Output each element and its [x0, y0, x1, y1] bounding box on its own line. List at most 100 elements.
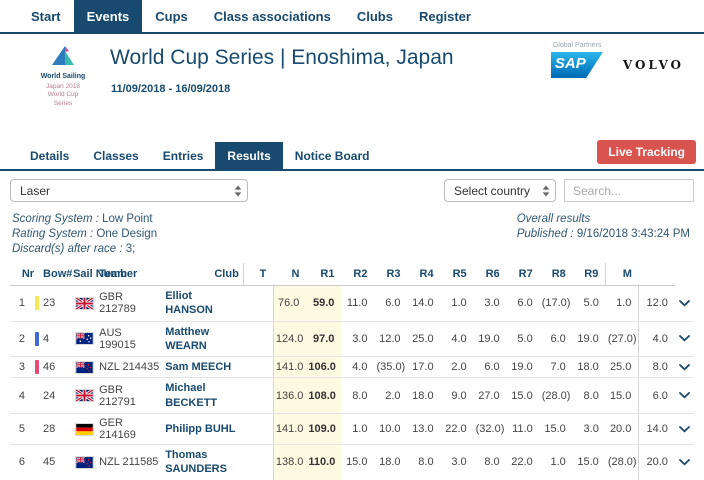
col-header-r9: R9: [572, 263, 606, 286]
world-sailing-logo: World Sailing Japan 2018 World Cup Series: [28, 44, 98, 108]
partners-label: Global Partners: [552, 42, 602, 49]
medal-cell: 20.0: [638, 444, 675, 480]
tab-details[interactable]: Details: [30, 149, 70, 163]
sail-logo-icon: [52, 46, 74, 65]
bow-cell: 45: [41, 444, 72, 480]
live-tracking-button[interactable]: Live Tracking: [597, 140, 696, 164]
expand-row-button[interactable]: [674, 285, 694, 322]
tab-results[interactable]: Results: [215, 142, 283, 169]
race-cell-r6: 19.0: [506, 356, 540, 379]
class-select[interactable]: Laser: [10, 179, 248, 202]
sail-number-cell: GBR 212789: [97, 285, 164, 322]
race-cell-r2: 12.0: [374, 321, 408, 358]
race-cell-r7: 6.0: [539, 321, 573, 358]
race-cell-r4: 4.0: [440, 321, 474, 358]
expand-row-button[interactable]: [674, 444, 694, 480]
sail-number-cell: GBR 212791: [97, 377, 164, 415]
expand-row-button[interactable]: [674, 413, 694, 446]
bib-cell: [32, 285, 42, 322]
medal-cell: 8.0: [638, 356, 675, 379]
race-cell-r6: 5.0: [506, 321, 540, 358]
info-line-discard-s-after-race: Discard(s) after race : 3;: [12, 243, 136, 255]
nav-item-clubs[interactable]: Clubs: [356, 9, 393, 24]
nav-item-class-associations[interactable]: Class associations: [213, 9, 331, 24]
nav-item-start[interactable]: Start: [31, 9, 61, 24]
race-cell-r6: 22.0: [506, 444, 540, 480]
flag-cell: [71, 413, 98, 446]
race-cell-r9: 20.0: [605, 413, 639, 446]
nav-item-cups[interactable]: Cups: [155, 9, 188, 24]
race-cell-r9: (28.0): [605, 444, 639, 480]
net-cell: 59.0: [306, 285, 342, 322]
race-cell-r1: 8.0: [341, 377, 375, 415]
filter-bar: Laser Select country: [0, 171, 704, 206]
race-cell-r8: 19.0: [572, 321, 606, 358]
rank-cell: 5: [10, 413, 33, 446]
chevron-down-icon: [679, 457, 690, 469]
race-cell-r1: 11.0: [341, 285, 375, 322]
tab-notice-board[interactable]: Notice Board: [294, 149, 370, 163]
expand-row-button[interactable]: [674, 356, 694, 379]
col-header-r3: R3: [374, 263, 408, 286]
net-cell: 97.0: [306, 321, 342, 358]
race-cell-r8: 18.0: [572, 356, 606, 379]
result-row[interactable]: 6 45 NZL 211585 Thomas SAUNDERS 138.0 110.0 15…: [10, 444, 694, 480]
club-cell: [243, 413, 274, 446]
race-cell-r1: 4.0: [341, 356, 375, 379]
nav-item-register[interactable]: Register: [418, 9, 471, 24]
country-select[interactable]: Select country: [444, 179, 556, 202]
race-cell-r1: 15.0: [341, 444, 375, 480]
flag-cell: [71, 444, 98, 480]
scoring-info-left: Scoring System : Low Point Rating System …: [12, 212, 157, 257]
expand-row-button[interactable]: [674, 321, 694, 358]
race-cell-r1: 1.0: [341, 413, 375, 446]
event-tabs: Details Classes Entries Results Notice Board…: [0, 140, 704, 171]
result-row[interactable]: 4 24 GBR 212791 Michael BECKETT 136.0 108.0 8.…: [10, 377, 694, 415]
tab-entries[interactable]: Entries: [162, 149, 204, 163]
total-cell: 124.0: [272, 321, 307, 358]
col-header-r6: R6: [473, 263, 507, 286]
flag-cell: [71, 285, 98, 322]
rank-cell: 3: [10, 356, 33, 379]
race-cell-r4: 1.0: [440, 285, 474, 322]
team-cell: Matthew WEARN: [163, 321, 244, 358]
bow-cell: 4: [41, 321, 72, 358]
race-cell-r7: 7.0: [539, 356, 573, 379]
sail-number-cell: NZL 211585: [97, 444, 164, 480]
result-row[interactable]: 5 28 GER 214169 Philipp BUHL 141.0 109.0 1.0 10…: [10, 413, 694, 446]
page-title: World Cup Series | Enoshima, Japan: [110, 46, 454, 69]
chevron-down-icon: [679, 424, 690, 436]
result-row[interactable]: 1 23 GBR 212789 Elliot HANSON 76.0 59.0 11.0 6.…: [10, 285, 694, 322]
event-header: World Sailing Japan 2018 World Cup Series …: [0, 34, 704, 136]
search-input[interactable]: [564, 179, 694, 202]
logo-brand-text: World Sailing: [40, 73, 86, 80]
table-header-row: Nr Bow# Sail Number Team Club T N R1 R2 R3 R4 R5 R6 R…: [10, 263, 694, 286]
logo-event-text: Japan 2018 World Cup Series: [28, 83, 98, 108]
result-row[interactable]: 3 46 NZL 214435 Sam MEECH 141.0 106.0 4.0 (35.0…: [10, 356, 694, 379]
race-cell-r3: 18.0: [407, 377, 441, 415]
race-cell-r1: 3.0: [341, 321, 375, 358]
expand-row-button[interactable]: [674, 377, 694, 415]
total-cell: 138.0: [272, 444, 307, 480]
nzl-flag-icon: [74, 455, 94, 469]
col-header-r5: R5: [440, 263, 474, 286]
nav-item-events[interactable]: Events: [73, 0, 143, 32]
col-header-r7: R7: [506, 263, 540, 286]
race-cell-r7: 1.0: [539, 444, 573, 480]
race-cell-r3: 17.0: [407, 356, 441, 379]
bow-cell: 23: [41, 285, 72, 322]
net-cell: 110.0: [306, 444, 342, 480]
flag-cell: [71, 321, 98, 358]
gbr-flag-icon: [74, 296, 94, 311]
col-header-sail-number: Sail Number: [71, 263, 137, 286]
club-cell: [243, 321, 274, 358]
race-cell-r2: 18.0: [374, 444, 408, 480]
aus-flag-icon: [74, 332, 94, 346]
tab-classes[interactable]: Classes: [93, 149, 139, 163]
scoring-info-right: Overall results Published : 9/16/2018 3:…: [517, 212, 690, 257]
leader-bib: [34, 296, 39, 311]
logo-event-line: Japan 2018: [46, 83, 80, 90]
race-cell-r7: (17.0): [539, 285, 573, 322]
partners-block: Global Partners SAP VOLVO: [550, 42, 684, 78]
result-row[interactable]: 2 4 AUS 199015 Matthew WEARN 124.0 97.0 3.0 12.…: [10, 321, 694, 358]
